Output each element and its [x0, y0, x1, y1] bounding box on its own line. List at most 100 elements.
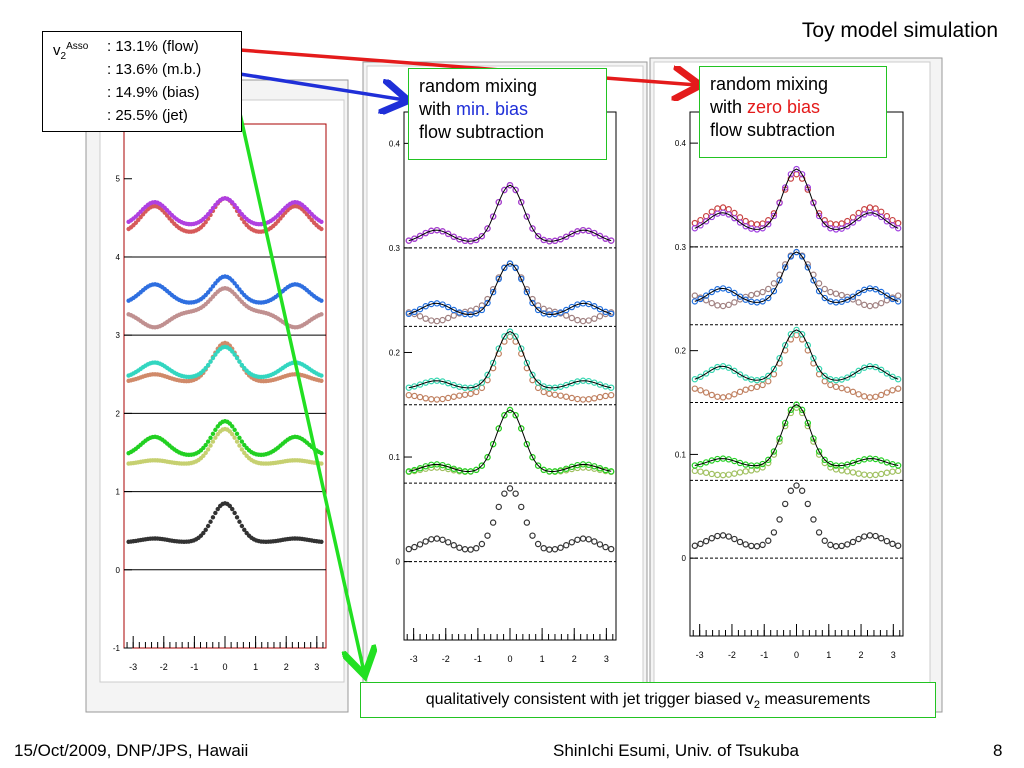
right-point [782, 419, 789, 427]
middle-point [506, 181, 514, 189]
middle-point [546, 307, 553, 314]
middle-point [506, 260, 514, 267]
callout-zero-bias-prefix: with [710, 97, 748, 117]
right-point [889, 222, 896, 229]
middle-point [534, 462, 542, 469]
left-point [237, 519, 242, 524]
right-point [798, 331, 806, 338]
right-xtick-label: -2 [728, 650, 736, 660]
middle-point [473, 310, 480, 317]
middle-reference-curve [408, 409, 612, 472]
right-point [708, 535, 715, 542]
middle-point [467, 307, 474, 314]
right-point [844, 468, 851, 475]
right-point [759, 225, 766, 232]
right-xtick-label: 0 [794, 650, 799, 660]
left-point [230, 278, 235, 283]
right-reference-curve [694, 404, 899, 467]
right-point [731, 457, 738, 465]
middle-point [551, 546, 559, 553]
left-ytick-label: 4 [116, 253, 121, 262]
bottom-note-prefix: qualitatively consistent with jet trigge… [425, 691, 754, 708]
middle-point [591, 463, 598, 470]
right-ytick-label: 0 [682, 554, 687, 563]
left-xtick-label: 0 [222, 662, 227, 672]
middle-point [607, 545, 615, 553]
right-point [878, 457, 885, 464]
right-reference-curve [694, 329, 899, 381]
right-reference-curve [694, 168, 899, 230]
right-point [731, 535, 738, 543]
left-point [299, 207, 305, 212]
right-point [742, 223, 749, 230]
left-point [319, 378, 324, 384]
left-point [232, 291, 237, 297]
left-point [239, 523, 245, 529]
right-point [708, 366, 715, 374]
middle-point [444, 539, 452, 546]
right-point [883, 459, 891, 466]
middle-point [495, 345, 502, 352]
middle-point [405, 545, 413, 553]
right-point [810, 277, 817, 284]
middle-point [416, 313, 424, 320]
middle-ytick-label: 0.2 [389, 348, 401, 357]
left-point [278, 210, 283, 215]
v2-asso-legend: v2Asso : 13.1% (flow) : 13.6% (m.b.) : 1… [42, 31, 242, 132]
middle-point [416, 232, 424, 240]
middle-point [596, 541, 604, 548]
right-series [691, 331, 902, 401]
middle-point [439, 461, 446, 469]
left-point [230, 289, 235, 294]
right-point [770, 280, 778, 287]
middle-point [563, 381, 570, 389]
middle-point [501, 186, 508, 194]
right-point [878, 213, 885, 221]
right-point [782, 264, 789, 271]
middle-point [450, 233, 457, 240]
right-point [765, 459, 772, 467]
left-point [242, 219, 247, 225]
left-point [205, 299, 211, 305]
right-point [753, 290, 761, 297]
left-point [283, 210, 288, 215]
right-point [753, 543, 761, 550]
right-point [787, 253, 795, 260]
right-point [731, 367, 738, 375]
middle-point [518, 425, 525, 432]
middle-point [456, 309, 463, 316]
left-point [232, 202, 237, 208]
left-point [203, 292, 208, 298]
middle-ytick-label: 0 [396, 558, 401, 567]
middle-point [433, 535, 441, 542]
right-point [832, 466, 840, 473]
left-point [213, 291, 218, 297]
left-point [232, 281, 237, 286]
right-point [810, 354, 817, 362]
left-point [302, 204, 307, 210]
left-ytick-label: 5 [116, 175, 121, 184]
left-point [230, 424, 235, 429]
right-point [872, 393, 879, 400]
middle-point [512, 412, 519, 419]
left-point [280, 208, 286, 213]
footer-page-number: 8 [993, 741, 1003, 760]
right-point [759, 298, 766, 305]
right-point [855, 367, 862, 375]
middle-point [422, 315, 429, 322]
left-point [167, 216, 172, 221]
right-point [844, 541, 851, 548]
middle-point [563, 233, 570, 240]
middle-point [444, 394, 452, 402]
left-ytick-label: 0 [116, 566, 121, 575]
middle-point [591, 315, 598, 322]
middle-reference-curve [408, 184, 612, 242]
left-point [208, 435, 213, 440]
left-point [275, 212, 281, 218]
middle-point [591, 538, 598, 545]
middle-point [473, 544, 480, 552]
middle-series [405, 181, 615, 245]
middle-point [422, 303, 429, 310]
middle-point [534, 379, 542, 386]
right-point [889, 295, 896, 303]
